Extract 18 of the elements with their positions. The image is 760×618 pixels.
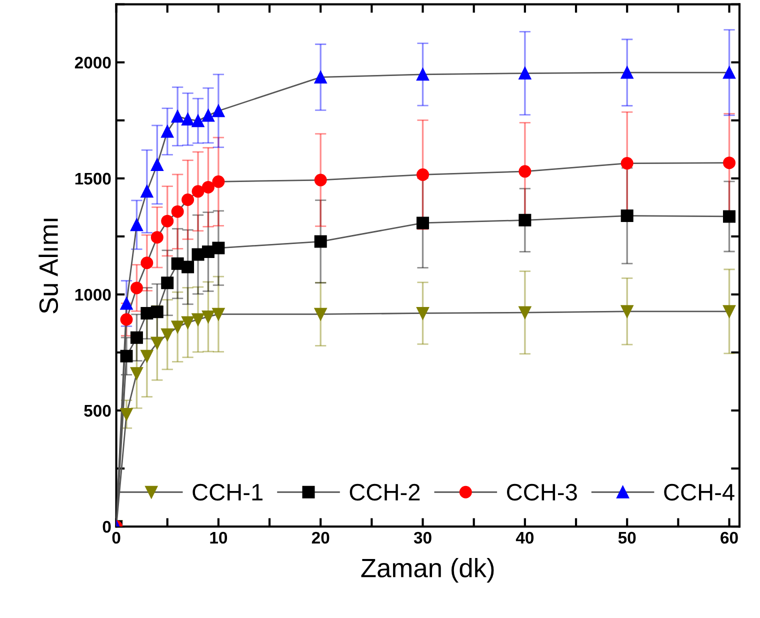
x-tick-label: 30 — [414, 532, 432, 544]
y-tick-label: 0 — [102, 520, 111, 533]
legend-label: CCH-4 — [664, 484, 734, 501]
x-tick-label: 60 — [720, 532, 738, 544]
legend-label: CCH-2 — [350, 484, 420, 501]
x-tick-label: 0 — [112, 532, 120, 544]
legend-label: CCH-3 — [506, 484, 577, 501]
x-axis-title: Zaman (dk) — [361, 558, 494, 583]
x-tick-label: 50 — [618, 532, 636, 544]
y-tick-label: 1000 — [75, 288, 111, 301]
y-tick-label: 500 — [84, 404, 111, 417]
y-tick-label: 2000 — [74, 56, 111, 69]
x-tick-label: 20 — [312, 532, 330, 544]
y-tick-label: 1500 — [75, 172, 111, 185]
x-tick-label: 40 — [516, 532, 534, 544]
x-tick-label: 10 — [210, 532, 228, 544]
y-axis-title: Su Alımı — [38, 218, 58, 314]
legend-label: CCH-1 — [192, 484, 262, 501]
